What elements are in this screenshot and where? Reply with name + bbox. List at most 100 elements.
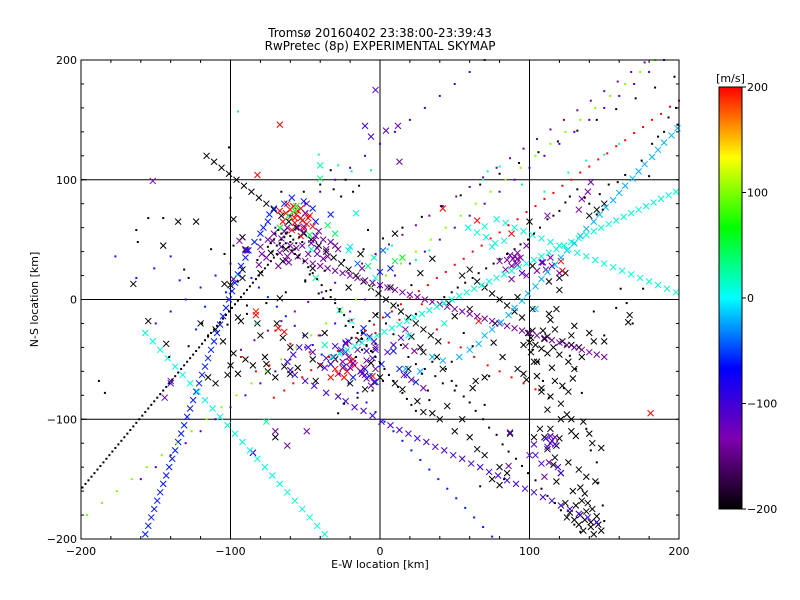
data-point-cross: [466, 305, 474, 313]
data-point-dot: [519, 243, 522, 246]
data-point-cross: [411, 347, 418, 355]
data-point-dot: [567, 171, 570, 174]
data-point-cross: [624, 318, 632, 326]
data-point-cross: [352, 209, 360, 217]
data-point-dot: [401, 391, 404, 394]
data-point-cross: [530, 433, 538, 441]
data-point-dot: [253, 339, 256, 342]
data-point-cross: [276, 207, 284, 215]
data-point-dot: [268, 364, 271, 367]
data-point-dot: [601, 504, 604, 507]
data-point-cross: [490, 339, 497, 346]
data-point-cross: [322, 389, 330, 397]
data-point-cross: [387, 265, 394, 272]
data-point-dot: [410, 403, 413, 406]
data-point-cross: [321, 364, 329, 372]
data-point-cross: [129, 280, 137, 288]
data-point-cross: [600, 353, 608, 361]
data-point-dot: [138, 418, 141, 421]
data-point-dot: [220, 406, 223, 409]
data-point-cross: [224, 371, 231, 379]
data-point-cross: [551, 261, 559, 269]
data-point-cross: [575, 510, 583, 518]
data-point-cross: [210, 338, 218, 345]
data-point-cross: [255, 194, 263, 202]
data-point-cross: [538, 253, 545, 260]
data-point-cross: [503, 322, 511, 330]
data-point-dot: [356, 332, 359, 335]
data-point-cross: [276, 480, 284, 488]
colorbar-tick-label: −200: [747, 503, 777, 516]
data-point-cross: [475, 317, 483, 325]
data-point-dot: [592, 310, 595, 313]
data-point-cross: [544, 212, 551, 220]
data-point-dot: [381, 379, 384, 382]
data-point-cross: [340, 363, 348, 370]
data-point-dot: [322, 297, 325, 300]
data-point-cross: [532, 451, 539, 459]
data-point-cross: [553, 245, 560, 253]
data-point-cross: [345, 284, 352, 291]
data-point-cross: [162, 340, 170, 348]
data-point-cross: [261, 463, 269, 471]
data-point-dot: [328, 355, 331, 358]
data-point-cross: [216, 413, 224, 421]
data-point-cross: [508, 267, 515, 275]
data-point-cross: [520, 341, 527, 349]
data-point-cross: [568, 427, 575, 435]
data-point-dot: [525, 211, 528, 214]
data-point-cross: [593, 512, 601, 520]
data-point-cross: [279, 218, 287, 226]
data-point-cross: [366, 335, 373, 343]
data-point-cross: [436, 415, 444, 423]
data-point-cross: [470, 285, 478, 293]
data-point-cross: [420, 326, 427, 333]
data-point-dot: [349, 310, 352, 313]
data-point-dot: [180, 367, 183, 370]
data-point-dot: [298, 254, 301, 257]
data-point-cross: [384, 311, 391, 319]
data-point-cross: [222, 304, 230, 312]
data-point-cross: [563, 411, 571, 418]
data-point-cross: [584, 514, 592, 521]
data-point-cross: [482, 233, 490, 241]
data-point-dot: [160, 454, 163, 457]
data-point-cross: [472, 377, 480, 385]
data-point-dot: [334, 302, 337, 305]
data-point-dot: [316, 278, 319, 281]
data-point-cross: [234, 314, 242, 321]
data-point-cross: [301, 209, 309, 217]
data-point-dot: [93, 472, 96, 475]
data-point-dot: [159, 393, 162, 396]
data-point-cross: [288, 226, 296, 234]
data-point-dot: [603, 520, 606, 523]
data-point-cross: [417, 269, 424, 277]
data-point-cross: [150, 505, 158, 513]
data-point-cross: [496, 296, 503, 303]
data-point-dot: [453, 389, 456, 392]
data-point-dot: [266, 245, 269, 248]
data-point-dot: [444, 226, 447, 229]
data-point-dot: [178, 279, 181, 282]
data-point-cross: [366, 372, 373, 380]
data-point-dot: [624, 82, 627, 85]
data-point-dot: [85, 514, 88, 517]
data-point-cross: [585, 212, 593, 220]
data-point-cross: [585, 430, 593, 437]
data-point-cross: [345, 353, 352, 361]
data-point-cross: [397, 308, 405, 315]
data-point-cross: [473, 312, 481, 320]
data-point-dot: [616, 80, 619, 83]
data-point-dot: [428, 249, 431, 252]
data-point-dot: [187, 345, 190, 348]
data-point-dot: [195, 349, 198, 352]
data-point-cross: [309, 260, 317, 267]
data-point-cross: [514, 293, 521, 301]
data-point-dot: [238, 272, 241, 275]
data-point-dot: [423, 106, 426, 109]
data-point-cross: [264, 367, 272, 375]
data-point-cross: [327, 373, 335, 381]
data-point-cross: [609, 196, 617, 204]
data-point-cross: [665, 191, 672, 199]
data-point-dot: [568, 354, 571, 357]
